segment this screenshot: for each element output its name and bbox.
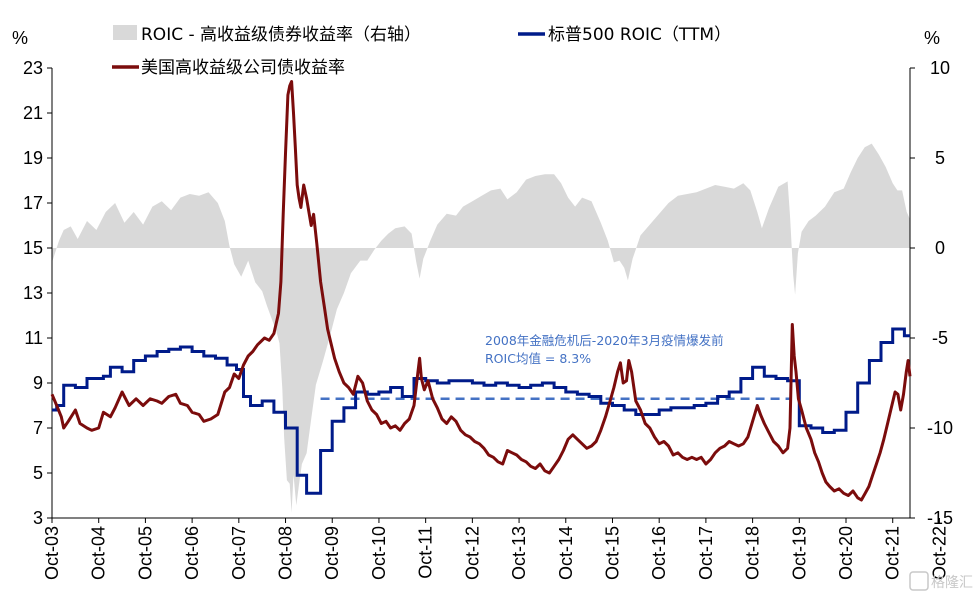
x-tick-label: Oct-10 bbox=[369, 526, 389, 580]
x-tick-label: Oct-22 bbox=[929, 526, 949, 580]
left-axis-unit: % bbox=[12, 28, 28, 48]
x-tick-label: Oct-07 bbox=[229, 526, 249, 580]
left-tick-label: 3 bbox=[33, 508, 43, 528]
x-tick-label: Oct-15 bbox=[602, 526, 622, 580]
left-axis: 3 5 7 9 11 13 15 17 19 21 23 bbox=[23, 58, 52, 528]
left-tick-label: 7 bbox=[33, 418, 43, 438]
right-tick-label: 0 bbox=[935, 238, 945, 258]
left-tick-label: 19 bbox=[23, 148, 43, 168]
x-tick-label: Oct-08 bbox=[276, 526, 296, 580]
left-tick-label: 5 bbox=[33, 463, 43, 483]
x-axis: Oct-03 Oct-04 Oct-05 Oct-06 Oct-07 Oct-08 Oct-… bbox=[42, 518, 949, 580]
x-tick-label: Oct-17 bbox=[696, 526, 716, 580]
x-tick-label: Oct-12 bbox=[462, 526, 482, 580]
x-tick-label: Oct-11 bbox=[416, 526, 436, 579]
right-tick-label: 10 bbox=[930, 58, 950, 78]
series-line-roic bbox=[52, 327, 910, 495]
left-tick-label: 9 bbox=[33, 373, 43, 393]
x-tick-label: Oct-16 bbox=[649, 526, 669, 580]
series-area-roic-minus-hy bbox=[52, 143, 910, 513]
x-tick-label: Oct-13 bbox=[509, 526, 529, 580]
x-tick-label: Oct-19 bbox=[789, 526, 809, 580]
x-tick-label: Oct-03 bbox=[42, 526, 62, 580]
annotation-line-2: ROIC均值 = 8.3% bbox=[485, 351, 591, 366]
right-axis-unit: % bbox=[924, 28, 940, 48]
legend-swatch-area bbox=[113, 25, 137, 40]
x-tick-label: Oct-20 bbox=[836, 526, 856, 580]
right-tick-label: -10 bbox=[927, 418, 953, 438]
watermark-text: 格隆汇 bbox=[931, 575, 973, 591]
x-tick-label: Oct-21 bbox=[883, 526, 903, 580]
left-tick-label: 15 bbox=[23, 238, 43, 258]
x-tick-label: Oct-18 bbox=[743, 526, 763, 580]
right-tick-label: 5 bbox=[935, 148, 945, 168]
left-tick-label: 11 bbox=[24, 328, 43, 348]
left-tick-label: 17 bbox=[23, 193, 43, 213]
x-tick-label: Oct-05 bbox=[135, 526, 155, 580]
legend-label-area: ROIC - 高收益级债券收益率（右轴） bbox=[141, 25, 421, 45]
x-tick-label: Oct-06 bbox=[182, 526, 202, 580]
plot-area bbox=[50, 68, 912, 519]
legend-label-roic: 标普500 ROIC（TTM） bbox=[548, 25, 731, 45]
right-tick-label: -5 bbox=[932, 328, 948, 348]
left-tick-label: 13 bbox=[23, 283, 43, 303]
right-tick-label: -15 bbox=[927, 508, 953, 528]
annotation-line-1: 2008年金融危机后-2020年3月疫情爆发前 bbox=[485, 333, 724, 348]
legend-label-hy: 美国高收益级公司债收益率 bbox=[141, 58, 345, 78]
x-tick-label: Oct-04 bbox=[89, 526, 109, 580]
series-line-high-yield bbox=[50, 80, 912, 502]
right-axis: 10 5 0 -5 -10 -15 bbox=[910, 58, 953, 528]
left-tick-label: 23 bbox=[23, 58, 43, 78]
left-tick-label: 21 bbox=[23, 103, 43, 123]
watermark-logo: 格隆汇 bbox=[909, 571, 973, 591]
x-tick-label: Oct-14 bbox=[556, 526, 576, 580]
x-tick-label: Oct-09 bbox=[322, 526, 342, 580]
